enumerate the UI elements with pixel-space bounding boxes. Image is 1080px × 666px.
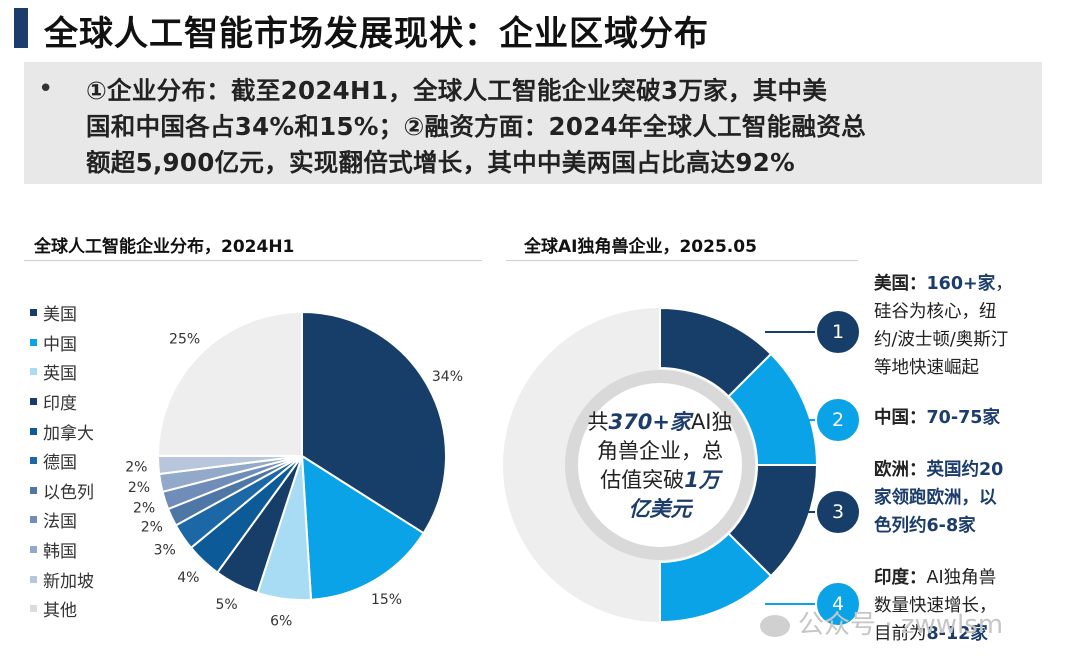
- legend-swatch: [30, 546, 37, 554]
- legend-label: 其他: [43, 601, 77, 622]
- center-unit: 亿美元: [628, 497, 692, 521]
- legend-swatch: [30, 427, 37, 435]
- summary-line-2: 国和中国各占34%和15%；②融资方面：2024年全球人工智能融资总: [86, 112, 866, 141]
- callout-badge: [815, 397, 861, 443]
- legend-label: 以色列: [43, 482, 94, 503]
- pie-data-label: 6%: [270, 614, 292, 630]
- legend-label: 加拿大: [43, 423, 94, 444]
- center-p1: 共: [587, 410, 609, 434]
- legend-item: 以色列: [30, 476, 94, 506]
- legend-swatch: [30, 516, 37, 524]
- legend-item: 中国: [30, 328, 94, 358]
- legend-item: 法国: [30, 505, 94, 535]
- donut-center: [578, 383, 742, 547]
- donut-chart: 1 2 3 4: [503, 306, 861, 627]
- legend-label: 中国: [43, 334, 77, 355]
- summary-line-3: 额超5,900亿元，实现翻倍式增长，其中中美两国占比高达92%: [86, 148, 795, 177]
- callout-badge-number: 3: [832, 501, 844, 523]
- callout-badge-number: 4: [832, 593, 844, 615]
- legend-item: 加拿大: [30, 416, 94, 446]
- legend-item: 韩国: [30, 535, 94, 565]
- callout-badge: [815, 309, 861, 355]
- legend-label: 英国: [43, 364, 77, 385]
- center-p2: AI独: [690, 410, 733, 434]
- right-panel-title: 全球AI独角兽企业，2025.05: [524, 237, 757, 257]
- callout-badge-number: 2: [832, 409, 844, 431]
- pie-legend: 美国中国英国印度加拿大德国以色列法国韩国新加坡其他: [30, 298, 94, 624]
- pie-data-label: 34%: [432, 369, 463, 385]
- donut-center-text: 共370+家AI独 角兽企业，总 估值突破1万 亿美元: [585, 408, 735, 524]
- legend-swatch: [30, 605, 37, 613]
- title-accent-bar: [14, 8, 28, 48]
- callout-europe: 欧洲：英国约20 家领跑欧洲，以 色列约6-8家: [874, 460, 1004, 536]
- pie-chart: 34% 15% 6% 5% 4%3% 2% 2% 2% 2% 25%: [125, 310, 463, 630]
- pie-data-label: 2%: [128, 480, 150, 496]
- watermark: 公众号 · zwwlsm: [760, 604, 1003, 641]
- pie-data-label: 2%: [133, 500, 155, 516]
- legend-swatch: [30, 338, 37, 346]
- donut-segment: [659, 532, 773, 624]
- legend-swatch: [30, 486, 37, 494]
- legend-label: 新加坡: [43, 571, 94, 592]
- pie-data-label: 15%: [371, 592, 402, 608]
- pie-data-label: 4%: [177, 570, 199, 586]
- legend-item: 其他: [30, 594, 94, 624]
- callout-badge: [815, 581, 861, 627]
- legend-label: 德国: [43, 453, 77, 474]
- legend-item: 德国: [30, 446, 94, 476]
- left-panel-rule: [24, 260, 482, 261]
- pie-slice: [156, 310, 303, 457]
- legend-label: 美国: [43, 305, 77, 326]
- legend-label: 法国: [43, 512, 77, 533]
- pie-data-label: 2%: [125, 459, 147, 475]
- legend-swatch: [30, 457, 37, 465]
- pie-data-label: 2%: [141, 520, 163, 536]
- legend-swatch: [30, 368, 37, 376]
- pie-data-label: 3%: [154, 542, 176, 558]
- wechat-icon: [760, 614, 790, 637]
- legend-swatch: [30, 309, 37, 317]
- center-total: 370+家: [608, 410, 691, 434]
- summary-bullet: •: [38, 74, 54, 104]
- center-p3: 角兽企业，总: [597, 439, 723, 463]
- pie-data-label: 5%: [216, 597, 238, 613]
- callout-badge-number: 1: [832, 321, 844, 343]
- callout-usa: 美国：160+家， 硅谷为核心，纽 约/波士顿/奥斯汀 等地快速崛起: [874, 274, 1013, 378]
- legend-label: 韩国: [43, 542, 77, 563]
- pie-data-label: 25%: [169, 332, 200, 348]
- summary-line-1: ①企业分布：截至2024H1，全球人工智能企业突破3万家，其中美: [86, 76, 828, 105]
- callout-badge: [815, 489, 861, 535]
- center-p4: 估值突破: [600, 468, 685, 492]
- center-valuation: 1万: [684, 468, 720, 492]
- callout-china: 中国：70-75家: [874, 408, 1000, 428]
- legend-item: 印度: [30, 387, 94, 417]
- page-title: 全球人工智能市场发展现状：企业区域分布: [44, 14, 709, 54]
- legend-item: 新加坡: [30, 564, 94, 594]
- legend-item: 美国: [30, 298, 94, 328]
- summary-box: [24, 62, 1042, 184]
- right-panel-rule: [506, 260, 858, 261]
- left-panel-title: 全球人工智能企业分布，2024H1: [34, 237, 295, 257]
- callout-india: 印度：AI独角兽 数量快速增长， 目前为8-12家: [874, 568, 997, 644]
- legend-label: 印度: [43, 394, 77, 415]
- legend-item: 英国: [30, 357, 94, 387]
- legend-swatch: [30, 575, 37, 583]
- legend-swatch: [30, 398, 37, 406]
- pie-slice: [300, 454, 425, 601]
